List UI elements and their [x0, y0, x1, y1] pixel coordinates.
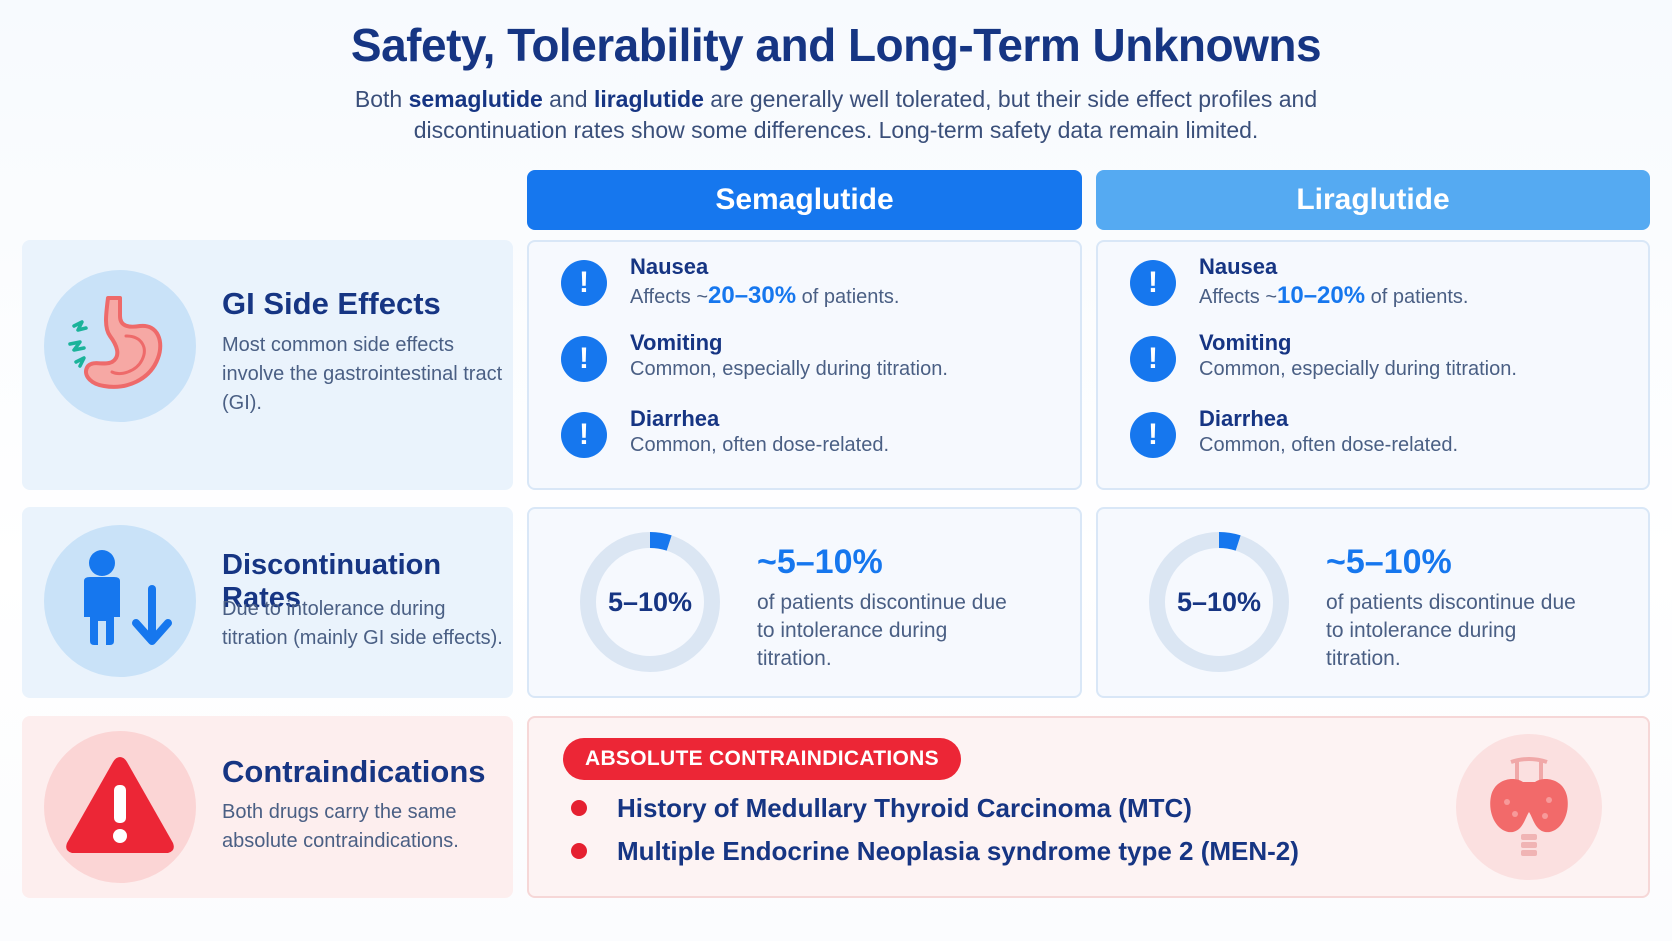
side-effect-desc: Common, especially during titration. [630, 358, 948, 380]
cell-discontinuation-liraglutide: 5–10% ~5–10% of patients discontinue due… [1096, 507, 1650, 698]
subtitle-text: and [542, 86, 594, 112]
absolute-contraindications-badge: ABSOLUTE CONTRAINDICATIONS [563, 738, 961, 780]
cell-gi-liraglutide: ! Nausea Affects ~10–20% of patients. ! … [1096, 240, 1650, 490]
discontinuation-donut [1149, 532, 1289, 672]
page-title: Safety, Tolerability and Long-Term Unkno… [350, 19, 1322, 71]
page-subtitle: Both semaglutide and liraglutide are gen… [286, 84, 1386, 146]
nausea-rate: 10–20% [1277, 282, 1366, 309]
column-header-liraglutide: Liraglutide [1096, 170, 1650, 230]
row-title: Discontinuation Rates [222, 549, 442, 614]
discontinuation-rate: ~5–10% [757, 543, 883, 581]
donut-label: 5–10% [607, 586, 693, 617]
desc-text: Affects ~ [1199, 286, 1278, 308]
row-label-discontinuation: Discontinuation Rates Due to intolerance… [22, 507, 513, 698]
donut-fill [1149, 532, 1289, 672]
row-description: Due to intolerance during titration (mai… [222, 598, 503, 649]
side-effect-desc: Common, often dose-related. [630, 434, 890, 456]
discontinuation-donut [580, 532, 720, 672]
bullet-dot [571, 843, 587, 860]
row-title: GI Side Effects [222, 286, 441, 321]
person-down-arrow-icon [44, 525, 196, 677]
exclamation-icon: ! [561, 260, 607, 306]
desc-text: Affects ~ [630, 286, 709, 308]
discontinuation-desc: of patients discontinue due to intoleran… [1326, 591, 1576, 670]
column-header-semaglutide: Semaglutide [527, 170, 1082, 230]
nausea-rate: 20–30% [708, 282, 797, 309]
row-description: Most common side effects involve the gas… [222, 334, 503, 414]
side-effect-desc: Common, often dose-related. [1199, 434, 1459, 456]
exclamation-icon: ! [561, 412, 607, 458]
row-description: Both drugs carry the same absolute contr… [222, 801, 459, 852]
bullet-dot [571, 800, 587, 817]
desc-text: of patients. [796, 286, 900, 308]
side-effect-name: Nausea [1199, 254, 1278, 279]
cell-gi-semaglutide: ! Nausea Affects ~20–30% of patients. ! … [527, 240, 1082, 490]
side-effect-desc: Common, especially during titration. [1199, 358, 1517, 380]
row-label-contraindications: Contraindications Both drugs carry the s… [22, 716, 513, 898]
side-effect-name: Diarrhea [1199, 406, 1289, 431]
exclamation-icon: ! [1130, 412, 1176, 458]
row-title: Contraindications [222, 754, 486, 789]
side-effect-name: Nausea [630, 254, 709, 279]
side-effect-name: Vomiting [630, 330, 723, 355]
thyroid-icon [1456, 734, 1602, 880]
warning-triangle-icon [44, 731, 196, 883]
donut-label: 5–10% [1176, 586, 1262, 617]
subtitle-text: are generally well tolerated, but their … [413, 86, 1318, 143]
contraindication-item: History of Medullary Thyroid Carcinoma (… [571, 793, 1192, 824]
row-label-gi-side-effects: GI Side Effects Most common side effects… [22, 240, 513, 490]
exclamation-icon: ! [1130, 336, 1176, 382]
contraindication-text: Multiple Endocrine Neoplasia syndrome ty… [617, 836, 1299, 866]
subtitle-drug-semaglutide: semaglutide [408, 86, 543, 112]
discontinuation-desc: of patients discontinue due to intoleran… [757, 591, 1007, 670]
contraindication-text: History of Medullary Thyroid Carcinoma (… [617, 793, 1192, 823]
exclamation-icon: ! [1130, 260, 1176, 306]
subtitle-text: Both [354, 86, 409, 112]
cell-discontinuation-semaglutide: 5–10% ~5–10% of patients discontinue due… [527, 507, 1082, 698]
desc-text: of patients. [1365, 286, 1469, 308]
donut-fill [580, 532, 720, 672]
side-effect-name: Vomiting [1199, 330, 1292, 355]
exclamation-icon: ! [561, 336, 607, 382]
contraindication-item: Multiple Endocrine Neoplasia syndrome ty… [571, 836, 1299, 867]
side-effect-name: Diarrhea [630, 406, 720, 431]
stomach-icon [44, 270, 196, 422]
cell-contraindications: ABSOLUTE CONTRAINDICATIONS History of Me… [527, 716, 1650, 898]
discontinuation-rate: ~5–10% [1326, 543, 1452, 581]
subtitle-drug-liraglutide: liraglutide [593, 86, 704, 112]
side-effect-desc: Affects ~20–30% of patients. [630, 282, 900, 310]
side-effect-desc: Affects ~10–20% of patients. [1199, 282, 1469, 310]
